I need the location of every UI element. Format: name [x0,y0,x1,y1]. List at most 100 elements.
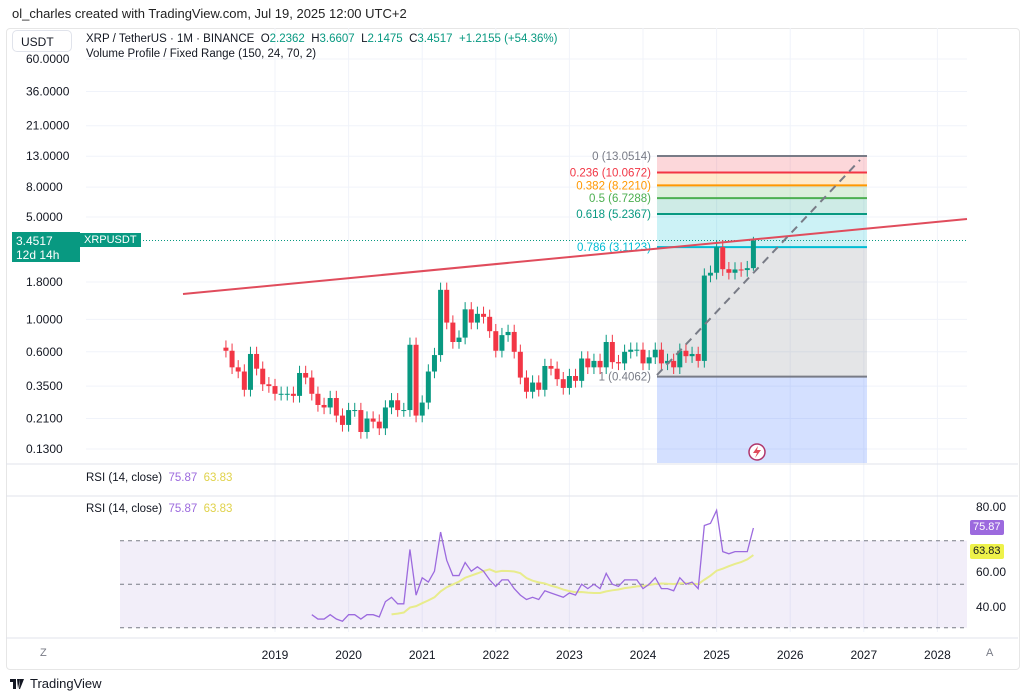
candle-body [327,398,333,408]
symbol-name[interactable]: XRP / TetherUS · 1M · BINANCE [86,33,255,45]
price-axis-label: 13.0000 [26,149,70,163]
rsi-badge: 75.87 [970,520,1004,535]
time-axis-label: 2023 [556,648,583,662]
rsi-ma-badge: 63.83 [970,544,1004,559]
fib-level-label: 1 (0.4062) [599,372,652,384]
candle-body [401,410,407,412]
volume-profile-legend[interactable]: Volume Profile / Fixed Range (150, 24, 7… [86,48,317,60]
time-axis-label: 2026 [777,648,804,662]
low-label: L [361,33,368,45]
time-axis-label: 2025 [703,648,730,662]
candle-body [665,360,671,364]
candle-body [297,372,303,396]
candle-body [272,386,278,394]
fib-zone [657,198,867,215]
candle-body [628,349,634,352]
rsi-name: RSI (14, close) [86,503,163,515]
rsi-legend[interactable]: RSI (14, close) 75.87 63.83 [86,503,232,515]
rsi-ma-value: 63.83 [203,503,233,515]
candle-body [235,367,241,372]
rsi-legend-collapsed[interactable]: RSI (14, close) 75.87 63.83 [86,472,232,484]
candle-body [438,289,444,356]
candle-body [609,341,615,363]
candle-body [505,331,511,336]
candle-body [247,353,253,390]
candle-body [573,376,579,381]
lightning-icon [748,443,766,461]
time-axis-label: 2022 [482,648,509,662]
current-price: 3.4517 [16,234,53,248]
candle-body [364,418,370,432]
auto-scale-a-button[interactable]: A [986,647,994,659]
candle-body [456,337,462,342]
auto-scale-z-button[interactable]: Z [40,647,47,659]
candle-body [579,358,585,381]
ticker-label: XRPUSDT [80,233,141,247]
fib-zone [657,185,867,199]
candle-body [352,410,358,412]
trendline [182,218,968,295]
candle-body [290,393,296,396]
candle-body [266,384,272,387]
candle-body [732,269,738,273]
candle-body [530,382,536,392]
price-axis-label: 5.0000 [26,210,63,224]
low-value: 2.1475 [367,33,403,45]
candle-body [622,351,628,364]
footer-brand: TradingView [30,676,102,691]
price-axis-label: 0.2100 [26,412,63,426]
candle-body [726,269,732,273]
candle-body [358,410,364,432]
price-axis-label: 21.0000 [26,119,70,133]
currency-unit-button[interactable]: USDT [12,30,72,52]
candle-body [468,309,474,323]
candle-body [419,402,425,416]
fib-zone [657,155,867,173]
fib-level-label: 0.5 (6.7288) [589,193,651,205]
rsi-name: RSI (14, close) [86,472,163,484]
fib-level-label: 0.382 (8.2210) [576,180,651,192]
rsi-line [311,508,755,622]
price-axis-label: 0.6000 [26,345,63,359]
candle-body [536,382,542,390]
candle-body [750,240,756,269]
candle-body [683,350,689,357]
candle-body [487,316,493,332]
candle-body [315,393,321,405]
candle-body [303,372,309,378]
high-label: H [311,33,320,45]
candle-body [481,313,487,317]
price-axis-label: 1.8000 [26,275,63,289]
time-axis-label: 2019 [262,648,289,662]
price-axis-label: 60.0000 [26,52,70,66]
rsi-tick: 60.00 [976,565,1007,579]
candle-body [413,344,419,416]
candle-body [395,400,401,411]
rsi-value: 75.87 [168,503,198,515]
candle-body [634,349,640,351]
candle-body [689,353,695,357]
tradingview-logo-icon [10,678,24,689]
footer-logo: TradingView [10,676,102,691]
symbol-legend: XRP / TetherUS · 1M · BINANCE O2.2362 H3… [86,33,557,45]
close-value: 3.4517 [417,33,453,45]
candle-body [444,289,450,323]
candle-body [321,404,327,408]
rsi-tick: 80.00 [976,500,1007,514]
candle-body [223,347,229,351]
rsi-value: 75.87 [168,472,198,484]
candle-body [254,353,260,369]
candle-body [339,415,345,425]
price-axis-label: 8.0000 [26,180,63,194]
time-axis-label: 2020 [335,648,362,662]
candle-body [431,355,437,372]
candle-body [603,341,609,368]
price-axis-label: 0.3500 [26,379,63,393]
candle-body [695,353,701,361]
open-label: O [260,33,270,45]
candle-body [229,350,235,368]
rsi-tick: 40.00 [976,600,1007,614]
fib-level-label: 0.236 (10.0672) [570,167,651,179]
high-value: 3.6607 [319,33,355,45]
